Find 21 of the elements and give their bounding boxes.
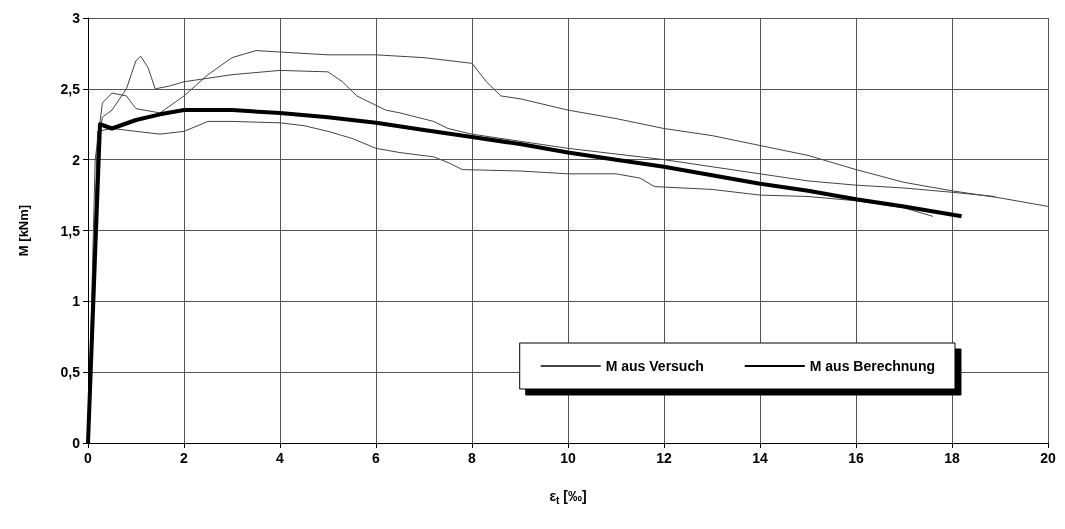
y-tick-label: 1 (72, 293, 81, 310)
x-tick-label: 8 (468, 450, 477, 466)
x-tick-label: 6 (372, 450, 381, 466)
x-tick-label: 16 (848, 450, 864, 466)
legend-label: M aus Berechnung (809, 358, 936, 374)
y-tick-label: 0,5 (60, 364, 81, 381)
x-tick-label: 14 (752, 450, 768, 466)
y-axis-title: M [kNm] (16, 204, 31, 257)
x-tick-label: 18 (944, 450, 960, 466)
x-tick-label: 12 (656, 450, 672, 466)
x-tick-label: 10 (560, 450, 576, 466)
x-tick-label: 0 (84, 450, 93, 466)
y-tick-label: 2,5 (60, 80, 81, 97)
y-tick-label: 0 (72, 435, 81, 451)
x-tick-label: 4 (276, 450, 285, 466)
legend-label: M aus Versuch (605, 358, 704, 374)
y-tick-label: 2 (72, 151, 81, 168)
x-tick-label: 20 (1040, 450, 1056, 466)
y-tick-label: 1,5 (60, 222, 81, 239)
x-tick-label: 2 (180, 450, 189, 466)
y-tick-label: 3 (72, 10, 81, 26)
